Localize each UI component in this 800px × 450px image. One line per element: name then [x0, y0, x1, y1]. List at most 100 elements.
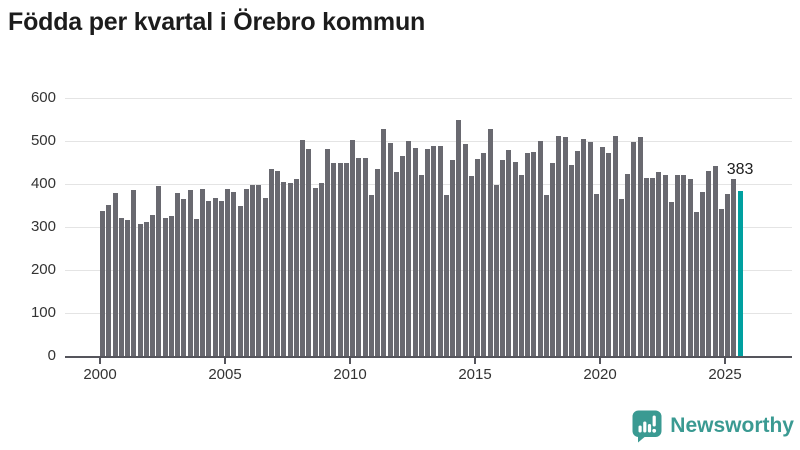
y-axis-tick-label: 0 — [47, 347, 56, 364]
x-axis-tick — [349, 358, 351, 364]
bar — [175, 192, 181, 356]
bar — [725, 194, 731, 356]
bar — [600, 147, 606, 356]
bar — [281, 181, 287, 356]
bar — [400, 156, 406, 356]
bar — [512, 162, 518, 356]
bar — [406, 141, 412, 356]
bar — [100, 211, 106, 356]
bar — [706, 171, 712, 356]
bar — [412, 147, 418, 356]
bar — [137, 224, 143, 356]
bar — [206, 200, 212, 356]
bar — [718, 209, 724, 356]
bar — [500, 159, 506, 356]
y-axis-tick-label: 200 — [30, 261, 56, 278]
bar — [218, 200, 224, 356]
bar — [362, 157, 368, 356]
bar — [131, 190, 137, 356]
bar — [150, 214, 156, 356]
bar — [556, 135, 562, 356]
bar — [468, 175, 474, 356]
bar — [693, 211, 699, 356]
y-axis-tick-label: 300 — [30, 218, 56, 235]
bar — [106, 204, 112, 356]
bar — [262, 197, 268, 356]
bar — [625, 173, 631, 356]
x-axis-line — [65, 356, 792, 358]
bar — [481, 153, 487, 356]
newsworthy-logo: Newsworthy — [631, 408, 794, 444]
bar — [268, 168, 274, 356]
bar — [456, 120, 462, 356]
bar — [168, 216, 174, 356]
bar — [350, 140, 356, 356]
x-axis-tick — [724, 358, 726, 364]
bar — [237, 205, 243, 356]
bar — [306, 149, 312, 356]
bar — [425, 148, 431, 356]
bar — [700, 191, 706, 356]
bar — [668, 201, 674, 356]
bar — [487, 128, 493, 356]
bar — [606, 153, 612, 356]
bar — [212, 197, 218, 356]
gridline — [65, 98, 792, 99]
bar — [681, 174, 687, 356]
bar — [256, 185, 262, 356]
bar — [437, 145, 443, 356]
y-axis-tick-label: 400 — [30, 175, 56, 192]
bar — [450, 159, 456, 356]
bar — [662, 174, 668, 356]
bar — [112, 193, 118, 356]
bar — [618, 198, 624, 356]
x-axis-tick-label: 2015 — [458, 366, 492, 383]
bar — [543, 195, 549, 356]
bar — [356, 157, 362, 356]
bar — [250, 185, 256, 356]
chart-title: Födda per kvartal i Örebro kommun — [8, 8, 426, 36]
bar — [550, 162, 556, 356]
bar — [562, 137, 568, 356]
bar — [193, 219, 199, 356]
highlight-value-label: 383 — [726, 161, 754, 178]
x-axis-tick-label: 2005 — [208, 366, 242, 383]
bar — [318, 183, 324, 356]
newsworthy-logo-icon — [632, 410, 662, 443]
newsworthy-logo-text: Newsworthy — [670, 414, 794, 437]
bar — [462, 144, 468, 356]
bar — [393, 171, 399, 356]
bar — [331, 163, 337, 356]
x-axis-tick — [224, 358, 226, 364]
y-axis-tick-label: 600 — [30, 89, 56, 106]
bar — [568, 164, 574, 356]
bar — [431, 145, 437, 356]
bar — [275, 171, 281, 356]
chart-plot-area — [65, 98, 792, 358]
bar — [537, 141, 543, 356]
bar — [387, 143, 393, 356]
y-axis-tick-label: 100 — [30, 304, 56, 321]
x-axis-tick — [99, 358, 101, 364]
bar — [587, 142, 593, 356]
bar — [675, 175, 681, 356]
gridline — [65, 141, 792, 142]
bar — [418, 175, 424, 356]
bar — [593, 194, 599, 356]
bar — [156, 186, 162, 356]
bar — [162, 217, 168, 356]
highlighted-bar — [737, 191, 743, 356]
bar — [187, 190, 193, 356]
bar — [225, 188, 231, 356]
x-axis-tick-label: 2025 — [708, 366, 742, 383]
bar — [443, 195, 449, 356]
x-axis-tick-label: 2020 — [583, 366, 617, 383]
y-axis-tick-label: 500 — [30, 132, 56, 149]
bar — [643, 177, 649, 356]
bar — [287, 183, 293, 356]
bar — [637, 137, 643, 356]
bar — [325, 148, 331, 356]
bar — [118, 217, 124, 356]
bar — [143, 222, 149, 356]
